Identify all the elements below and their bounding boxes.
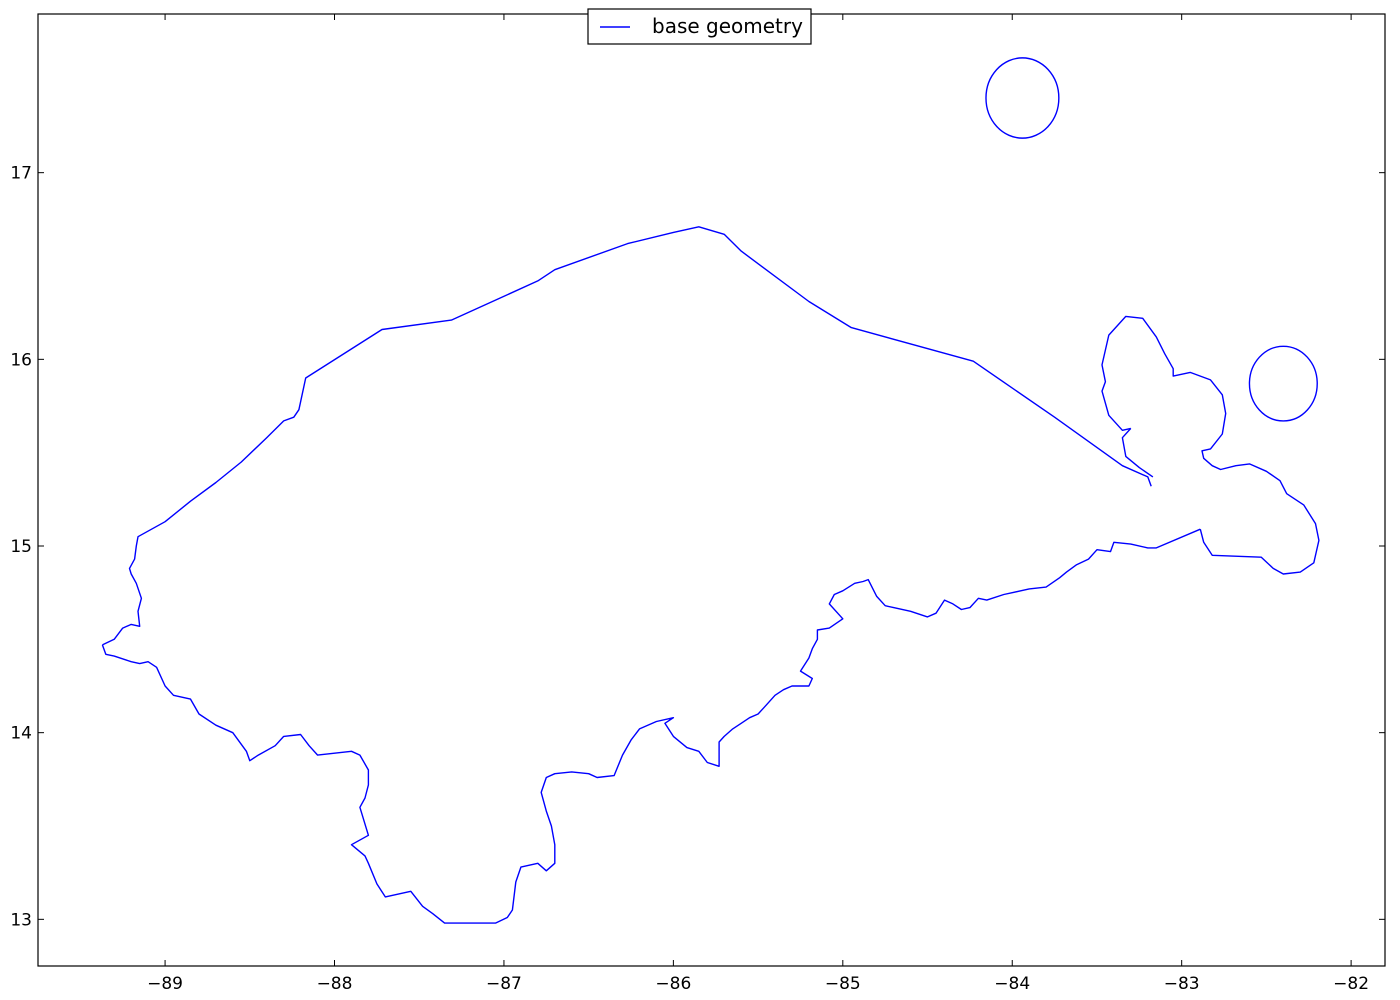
y-axis-ticks: 13 14 15 16 17 [10,164,1385,930]
y-tick-label: 13 [10,910,32,930]
legend: base geometry [587,8,812,45]
plot-frame [37,13,1386,967]
x-tick-label: −82 [1333,974,1369,994]
geometry-outline-0 [102,226,1152,646]
y-tick-label: 17 [10,164,32,184]
geometry-circle-1 [1248,345,1318,422]
x-axis-ticks: −89 −88 −87 −86 −85 −84 −83 −82 [147,14,1369,994]
y-tick-label: 14 [10,724,32,744]
x-tick-label: −84 [994,974,1030,994]
y-tick-label: 16 [10,350,32,370]
geometry-circle-0 [985,57,1060,139]
x-tick-label: −87 [486,974,522,994]
geometry-outline-3 [1121,427,1154,478]
x-tick-label: −89 [147,974,183,994]
geometry-outline-1 [1101,315,1320,575]
base-geometry-series [101,57,1320,924]
x-tick-label: −83 [1164,974,1200,994]
x-tick-label: −85 [825,974,861,994]
geometry-outline-2 [101,528,1201,924]
x-tick-label: −88 [317,974,353,994]
x-tick-label: −86 [655,974,691,994]
y-tick-label: 15 [10,537,32,557]
legend-label: base geometry [652,14,803,38]
